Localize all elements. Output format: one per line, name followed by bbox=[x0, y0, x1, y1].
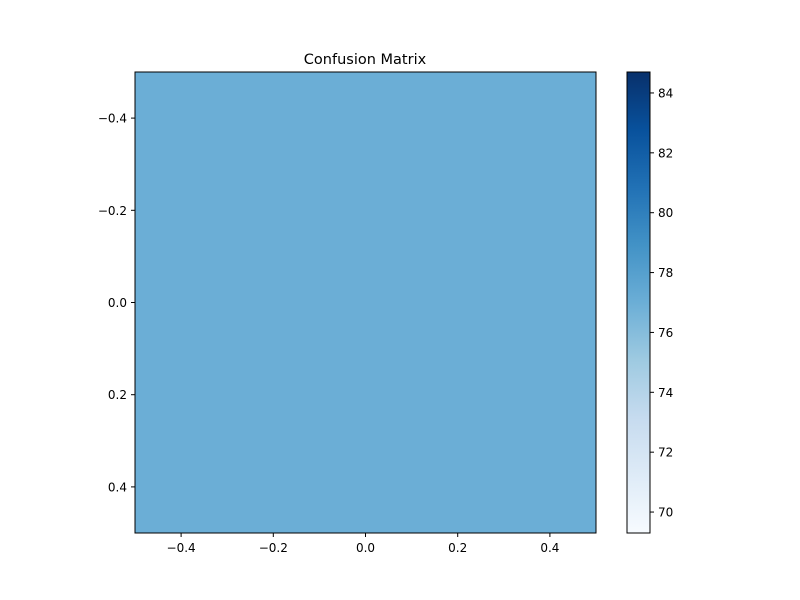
colorbar-tick-label: 80 bbox=[658, 206, 673, 220]
x-tick-label: 0.0 bbox=[356, 541, 375, 555]
y-tick-label: −0.2 bbox=[98, 204, 127, 218]
colorbar-tick-label: 70 bbox=[658, 506, 673, 520]
y-tick-label: 0.0 bbox=[108, 296, 127, 310]
heatmap-cells bbox=[135, 72, 596, 533]
x-tick-label: 0.4 bbox=[540, 541, 559, 555]
y-tick-label: 0.2 bbox=[108, 388, 127, 402]
colorbar-tick-label: 74 bbox=[658, 386, 673, 400]
colorbar-tick-label: 72 bbox=[658, 446, 673, 460]
colorbar-tick-label: 78 bbox=[658, 266, 673, 280]
colorbar-tick-label: 82 bbox=[658, 146, 673, 160]
y-tick-label: −0.4 bbox=[98, 112, 127, 126]
colorbar: 70 72 74 76 78 80 82 84 bbox=[626, 71, 673, 534]
colorbar-gradient bbox=[627, 72, 650, 533]
x-tick-label: −0.2 bbox=[259, 541, 288, 555]
chart-title: Confusion Matrix bbox=[304, 52, 427, 68]
x-tick-label: −0.4 bbox=[167, 541, 196, 555]
colorbar-tick-label: 76 bbox=[658, 326, 673, 340]
colorbar-ticks: 70 72 74 76 78 80 82 84 bbox=[650, 86, 673, 520]
colorbar-tick-label: 84 bbox=[658, 86, 673, 100]
y-tick-label: 0.4 bbox=[108, 480, 127, 494]
colorbar-frame bbox=[626, 71, 651, 534]
x-tick-label: 0.2 bbox=[448, 541, 467, 555]
y-axis: −0.4 −0.2 0.0 0.2 0.4 bbox=[98, 112, 135, 494]
x-axis: −0.4 −0.2 0.0 0.2 0.4 bbox=[167, 533, 559, 555]
heatmap-cell bbox=[135, 72, 596, 533]
